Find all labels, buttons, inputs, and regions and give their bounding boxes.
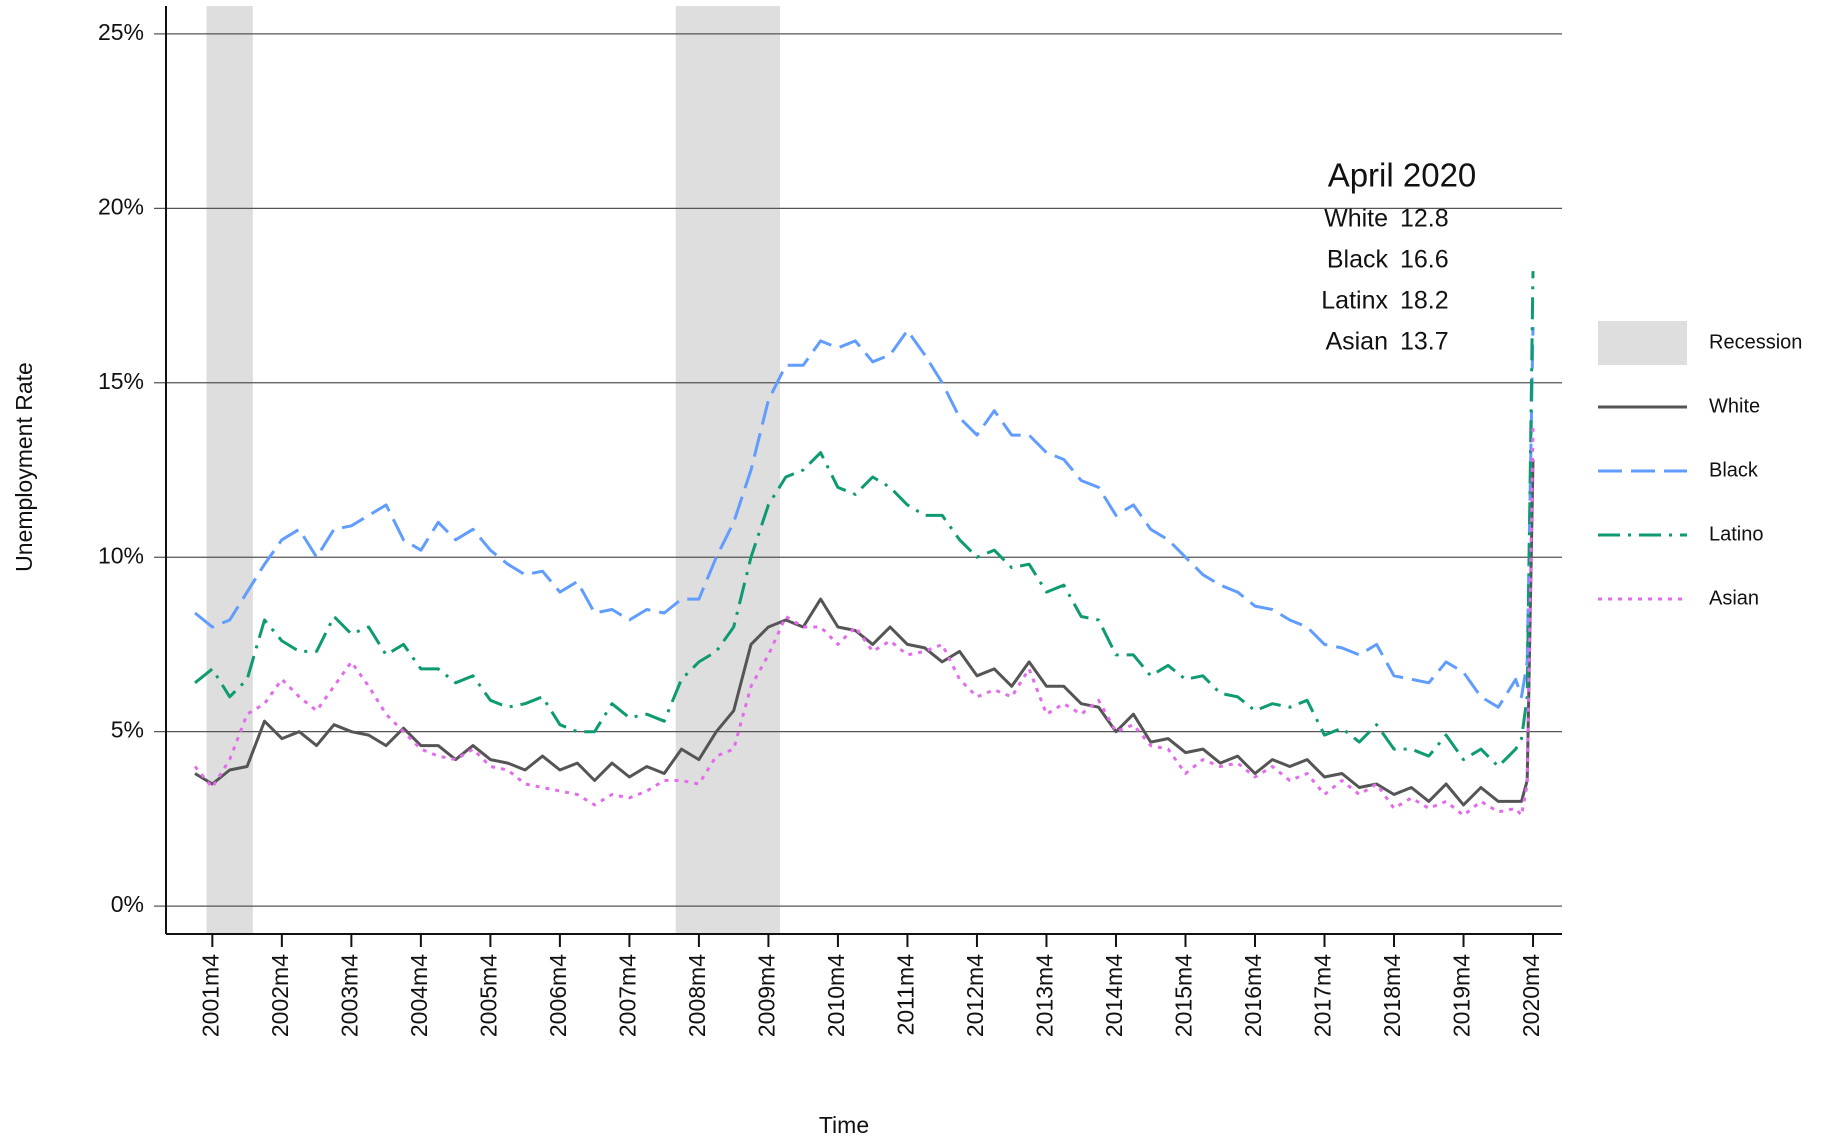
annotation-value: 18.2	[1400, 287, 1449, 315]
annotation-title: April 2020	[1328, 157, 1477, 194]
y-tick-label: 25%	[98, 19, 144, 45]
x-tick-label: 2018m4	[1379, 954, 1405, 1037]
x-tick-label: 2011m4	[893, 954, 919, 1036]
y-tick-label: 10%	[98, 542, 144, 568]
x-tick-label: 2004m4	[406, 954, 432, 1037]
x-tick-label: 2002m4	[267, 954, 293, 1037]
legend-swatch	[1598, 321, 1687, 365]
annotation-label: Black	[1327, 246, 1389, 274]
legend-label: Black	[1709, 459, 1759, 481]
x-tick-label: 2015m4	[1171, 954, 1197, 1037]
series-line	[194, 459, 1535, 807]
y-tick-label: 15%	[98, 368, 144, 394]
x-tick-label: 2019m4	[1449, 954, 1475, 1037]
legend-label: Asian	[1709, 587, 1759, 609]
x-tick-label: 2012m4	[962, 954, 988, 1037]
series-line	[194, 271, 1535, 768]
x-tick-label: 2010m4	[823, 954, 849, 1037]
y-tick-label: 5%	[111, 717, 144, 743]
x-tick-label: 2017m4	[1310, 954, 1336, 1037]
x-tick-label: 2013m4	[1032, 954, 1058, 1037]
x-tick-label: 2020m4	[1518, 954, 1544, 1037]
y-tick-label: 0%	[111, 891, 144, 917]
annotation-label: White	[1324, 205, 1388, 233]
annotation-label: Asian	[1325, 328, 1388, 356]
x-tick-label: 2009m4	[754, 954, 780, 1037]
y-tick-label: 20%	[98, 193, 144, 219]
x-tick-label: 2016m4	[1240, 954, 1266, 1037]
series-line	[193, 428, 1535, 817]
x-tick-label: 2008m4	[684, 954, 710, 1037]
x-tick-label: 2014m4	[1101, 954, 1127, 1037]
annotation-label: Latinx	[1321, 287, 1388, 315]
legend-label: White	[1709, 395, 1760, 417]
recession-band	[675, 6, 781, 934]
x-tick-label: 2007m4	[614, 954, 640, 1037]
y-axis-title: Unemployment Rate	[11, 362, 37, 572]
series-line	[194, 326, 1535, 709]
annotation-value: 16.6	[1400, 246, 1449, 274]
x-tick-label: 2005m4	[475, 954, 501, 1037]
annotation-value: 12.8	[1400, 205, 1449, 233]
legend-label: Recession	[1709, 331, 1802, 353]
x-axis-title: Time	[819, 1112, 869, 1138]
legend-label: Latino	[1709, 523, 1764, 545]
annotation-value: 13.7	[1400, 328, 1449, 356]
recession-band	[206, 6, 253, 934]
x-tick-label: 2001m4	[197, 954, 223, 1037]
x-tick-label: 2006m4	[545, 954, 571, 1037]
x-tick-label: 2003m4	[336, 954, 362, 1037]
